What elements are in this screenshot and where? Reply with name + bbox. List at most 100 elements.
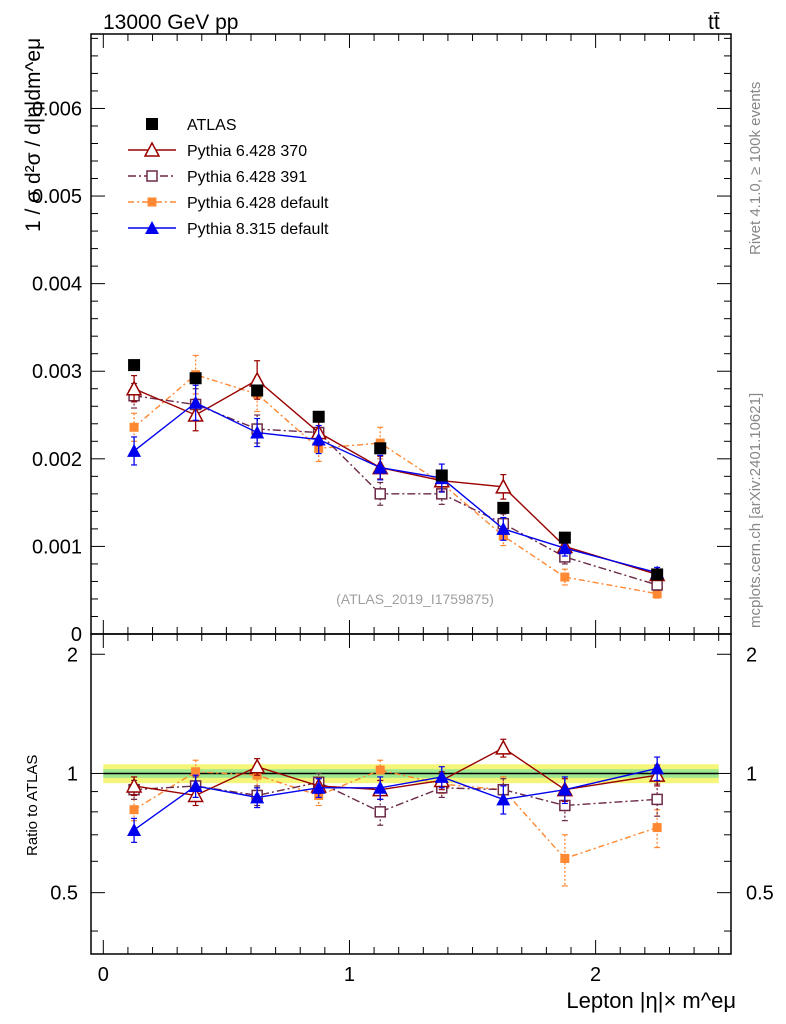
point-p8def (496, 521, 511, 535)
point-p391 (374, 488, 386, 500)
legend-marker-p391 (146, 170, 158, 182)
main-frame: 0 0.001 0.002 0.003 0.004 0.005 0.006 (32, 33, 732, 648)
point-p370 (125, 380, 143, 396)
collision-label: 13000 GeV pp (103, 11, 238, 34)
legend-marker-p8def (145, 221, 159, 234)
ratio-panel: 0 1 2 0.5 0.5 1 1 2 2 (50, 633, 774, 986)
point-p391 (374, 806, 386, 818)
y-tick-label: 0.003 (32, 361, 82, 383)
series-p8def (127, 756, 665, 843)
point-p391 (651, 793, 663, 806)
legend-marker-p6def (147, 197, 157, 207)
legend-item-atlas: ATLAS (146, 117, 237, 134)
legend-item-p6def: Pythia 6.428 default (128, 195, 329, 212)
point-p370 (495, 478, 512, 494)
y-axis-label-main: 1 / σ d²σ / d|η|dm^eμ (22, 38, 45, 232)
main-series (125, 354, 666, 599)
point-p370 (125, 777, 143, 793)
series-line-p6def (133, 769, 658, 860)
point-atlas (558, 531, 571, 544)
process-label: tt̄ (708, 11, 720, 34)
point-p8def (188, 778, 203, 792)
y-tick-label: 0.5 (50, 883, 78, 905)
legend-item-p391: Pythia 6.428 391 (128, 169, 307, 186)
point-atlas (251, 384, 264, 397)
series-p8def (127, 384, 665, 579)
y-tick-label: 1 (67, 763, 78, 785)
x-tick-label: 2 (590, 964, 601, 986)
point-p6def (129, 805, 139, 815)
point-p370 (248, 371, 266, 387)
point-p8def (373, 460, 388, 474)
point-atlas (128, 359, 141, 372)
legend-label-p8def: Pythia 8.315 default (187, 221, 329, 238)
y-tick-label: 0.004 (32, 274, 82, 296)
y-tick-label: 2 (67, 644, 78, 666)
point-p8def (127, 443, 142, 457)
point-atlas (651, 568, 664, 581)
x-axis-label: Lepton |η|× m^eμ (566, 988, 736, 1013)
y-tick-label: 0.002 (32, 449, 82, 471)
point-p8def (557, 541, 572, 555)
point-p8def (188, 395, 203, 409)
legend-label-p370: Pythia 6.428 370 (187, 143, 307, 160)
legend-label-p391: Pythia 6.428 391 (187, 169, 307, 186)
series-line-p370 (133, 379, 658, 576)
point-p8def (434, 769, 449, 783)
y-axis-label-ratio: Ratio to ATLAS (24, 755, 41, 856)
mcplots-label: mcplots.cern.ch [arXiv:2401.10621] (747, 393, 764, 628)
point-atlas (312, 410, 325, 423)
point-atlas (189, 372, 202, 385)
series-line-p8def (133, 401, 658, 574)
series-p6def (129, 354, 662, 599)
x-tick-label: 1 (344, 964, 355, 986)
legend-item-p8def: Pythia 8.315 default (128, 221, 329, 238)
point-p370 (248, 758, 266, 774)
ratio-series (125, 738, 666, 887)
y-tick-label-right: 2 (746, 644, 757, 666)
point-p391 (651, 579, 663, 591)
x-tick-label: 0 (98, 964, 109, 986)
point-p8def (311, 432, 326, 446)
main-panel: 0 0.001 0.002 0.003 0.004 0.005 0.006 (ATLAS_2… (32, 33, 732, 648)
point-p8def (311, 780, 326, 794)
legend-marker-p370 (143, 141, 161, 157)
point-atlas (497, 501, 510, 514)
series-line-p391 (133, 395, 658, 586)
point-p8def (496, 792, 511, 806)
point-p8def (127, 822, 142, 836)
point-p6def (560, 572, 570, 582)
y-tick-label: 0.005 (32, 186, 82, 208)
point-p6def (375, 765, 385, 775)
point-atlas (374, 442, 387, 455)
point-p8def (650, 761, 665, 775)
legend: ATLAS Pythia 6.428 370 Pythia 6.428 391 Pyt… (128, 117, 329, 238)
point-atlas (435, 469, 448, 482)
series-p391 (128, 382, 663, 591)
point-p370 (495, 739, 512, 755)
point-p8def (250, 425, 265, 439)
point-p8def (557, 782, 572, 796)
point-p6def (652, 823, 662, 833)
y-tick-label: 0 (71, 624, 82, 646)
legend-item-p370: Pythia 6.428 370 (128, 141, 307, 160)
point-p8def (373, 780, 388, 794)
point-p6def (652, 589, 662, 599)
rivet-label: Rivet 4.1.0, ≥ 100k events (747, 82, 764, 255)
point-p8def (250, 790, 265, 804)
point-p6def (560, 853, 570, 863)
legend-label-atlas: ATLAS (187, 117, 237, 134)
point-p6def (191, 767, 201, 777)
analysis-label: (ATLAS_2019_I1759875) (336, 591, 494, 607)
y-tick-label-right: 1 (746, 763, 757, 785)
y-tick-label: 0.001 (32, 536, 82, 558)
ratio-frame-box (90, 633, 732, 955)
legend-marker-atlas (146, 118, 158, 130)
point-p6def (129, 422, 139, 432)
y-tick-label: 0.006 (32, 98, 82, 120)
y-tick-label-right: 0.5 (746, 883, 774, 905)
series-atlas (128, 359, 664, 581)
ratio-frame: 0 1 2 0.5 0.5 1 1 2 2 (50, 633, 774, 986)
legend-label-p6def: Pythia 6.428 default (187, 195, 329, 212)
